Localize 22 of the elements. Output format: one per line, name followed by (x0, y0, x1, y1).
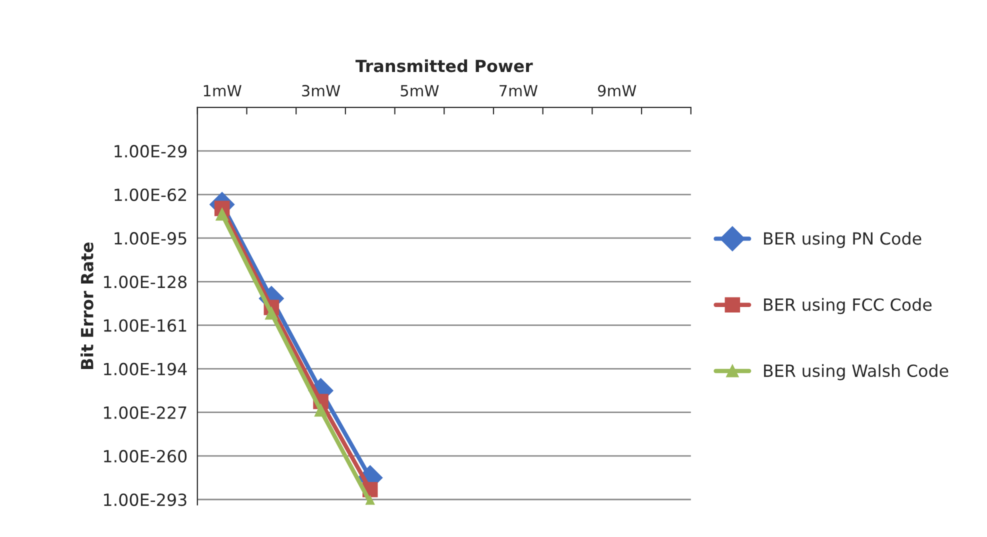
y-axis-title: Bit Error Rate (80, 242, 94, 369)
y-tick-label: 1.00E-62 (114, 188, 186, 202)
x-tick-label: 3mW (302, 84, 340, 96)
y-tick-label: 1.00E-293 (104, 493, 186, 506)
legend-label: BER using PN Code (764, 232, 922, 248)
x-tick-label: 9mW (598, 84, 636, 96)
y-tick-label: 1.00E-194 (104, 362, 187, 376)
point (314, 404, 328, 417)
x-tick-label: 5mW (400, 85, 439, 96)
y-tick-label: 1.00E-95 (114, 232, 186, 245)
legend-label: BER using Walsh Code (764, 364, 948, 380)
y-tick-label: 1.00E-227 (104, 406, 186, 419)
y-tick-label: 1.00E-161 (104, 319, 186, 332)
x-tick-label: 7mW (500, 85, 538, 96)
y-tick-label: 1.00E-260 (104, 450, 187, 462)
x-tick-label: 1mW (204, 85, 242, 96)
point (265, 307, 278, 320)
y-tick-label: 1.00E-128 (104, 276, 187, 288)
y-tick-label: 1.00E-29 (114, 144, 187, 158)
x-axis-title: Transmitted Power (356, 59, 533, 72)
point (216, 208, 228, 221)
legend-label: BER using FCC Code (764, 298, 932, 314)
